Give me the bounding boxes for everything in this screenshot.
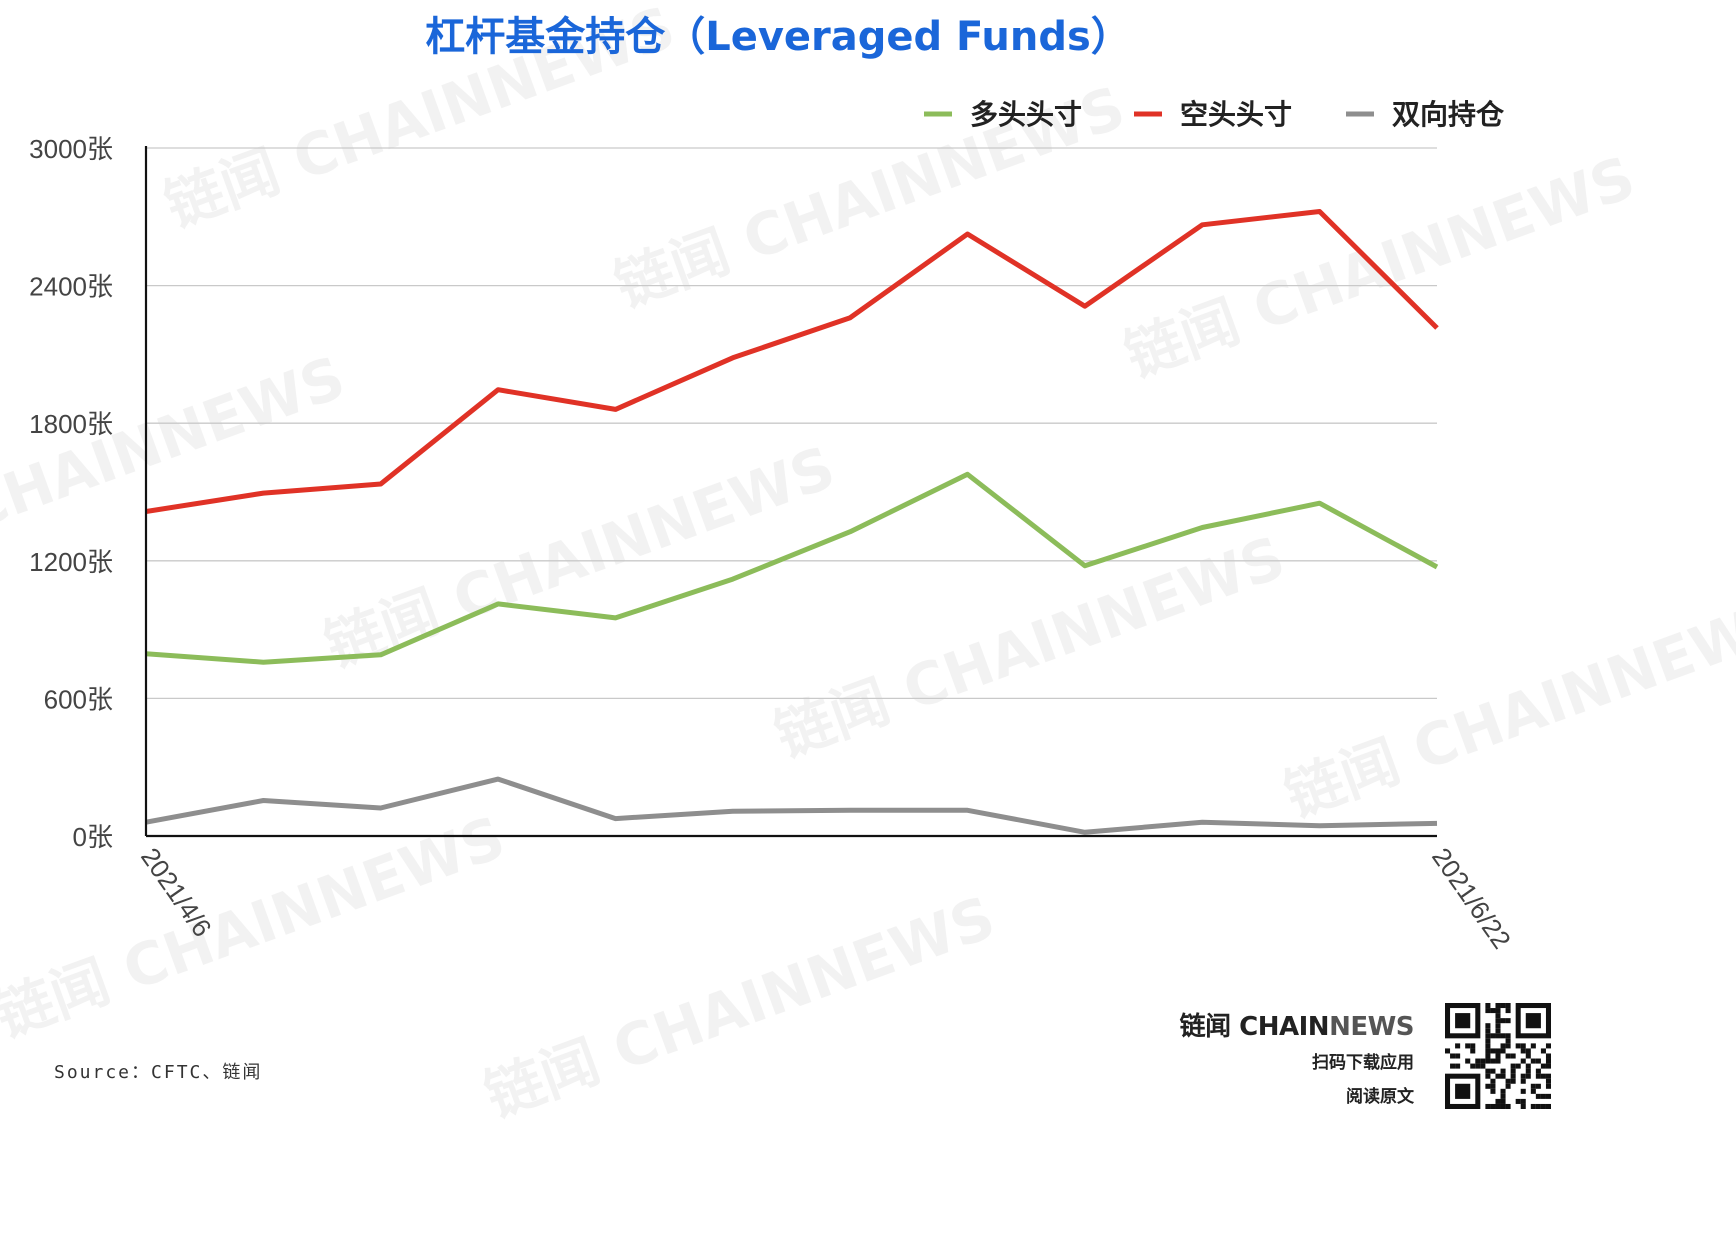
series-line-short <box>145 209 1439 514</box>
legend-label: 多头头寸 <box>970 98 1082 131</box>
series-line-spread <box>145 776 1438 835</box>
brand-download-text: 扫码下载应用 <box>1312 1053 1414 1073</box>
y-tick-label: 1200张 <box>29 547 113 577</box>
x-tick-label: 2021/6/22 <box>1426 842 1517 954</box>
y-tick-label: 3000张 <box>29 134 113 164</box>
brand-name-cn: 链闻 <box>1179 1012 1232 1042</box>
axes <box>144 146 1437 838</box>
series-line-long <box>145 471 1439 665</box>
legend: 多头头寸 空头头寸 双向持仓 <box>924 98 1505 131</box>
brand-name-en-a: CHAIN <box>1239 1012 1330 1042</box>
legend-label: 双向持仓 <box>1392 98 1505 131</box>
brand-read-text: 阅读原文 <box>1346 1087 1414 1107</box>
y-axis-ticks: 0张 600张 1200张 1800张 2400张 3000张 <box>29 134 113 852</box>
line-chart: 杠杆基金持仓（Leveraged Funds） 0张 600张 1200张 1800张… <box>29 14 1517 954</box>
chart-title: 杠杆基金持仓（Leveraged Funds） <box>425 14 1131 60</box>
gridlines <box>146 147 1437 700</box>
x-tick-label: 2021/4/6 <box>135 842 218 942</box>
y-tick-label: 600张 <box>44 684 113 714</box>
qr-code-icon[interactable] <box>1445 1003 1551 1109</box>
brand-block: 链闻 CHAINNEWS 扫码下载应用 阅读原文 <box>1179 1006 1415 1111</box>
brand-name: 链闻 CHAINNEWS <box>1179 1006 1415 1043</box>
legend-label: 空头头寸 <box>1180 98 1292 131</box>
y-tick-label: 2400张 <box>29 272 113 302</box>
series-lines <box>145 209 1439 835</box>
source-note: Source：CFTC、链闻 <box>54 1062 263 1083</box>
x-axis-ticks: 2021/4/6 2021/6/22 <box>135 842 1517 954</box>
brand-name-en-b: NEWS <box>1329 1012 1414 1042</box>
y-tick-label: 0张 <box>73 822 113 852</box>
y-tick-label: 1800张 <box>29 409 113 439</box>
